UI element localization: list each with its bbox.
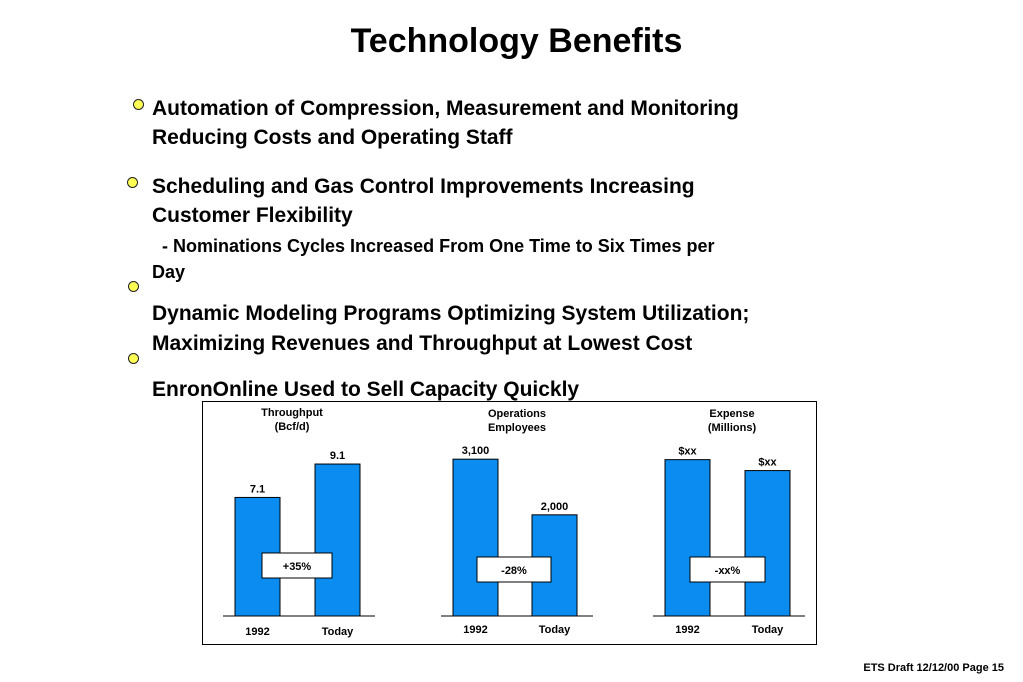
bullet-1-line-1: Automation of Compression, Measurement a… [152,97,739,120]
chart-2-title-line: Employees [488,422,546,434]
chart-3-bar-1992 [664,459,711,617]
bullet-1-line-2: Reducing Costs and Operating Staff [152,126,513,149]
chart-1-title-line: (Bcf/d) [275,421,310,433]
page-footer: ETS Draft 12/12/00 Page 15 [863,662,1004,674]
chart-2-data-label: 2,000 [541,501,569,513]
chart-1-title-line: Throughput [261,407,323,419]
bar-charts-panel: Throughput (Bcf/d) 7.1 1992 9.1 Today +35% Oper… [202,401,817,645]
bullet-2-sub-line-1: - Nominations Cycles Increased From One … [152,236,715,256]
chart-3-category-label: Today [752,624,784,636]
bullet-circle-icon [133,99,144,110]
bullet-circle-icon [127,177,138,188]
page-title: Technology Benefits [350,22,683,60]
chart-2-change-box [476,556,552,583]
chart-1-change-label: +35% [283,561,312,573]
chart-1-category-label: Today [322,626,354,638]
bullet-3-line-2: Maximizing Revenues and Throughput at Lo… [152,332,693,355]
chart-3-title-line: (Millions) [708,422,757,434]
chart-2-category-label: Today [539,624,571,636]
chart-3-change-box [689,556,766,583]
chart-2-data-label: 3,100 [462,445,490,457]
chart-1-category-label: 1992 [245,626,269,638]
bullet-2-line-2: Customer Flexibility [152,204,353,227]
chart-2-title-line: Operations [488,408,546,420]
chart-3-category-label: 1992 [675,624,699,636]
chart-3-title-line: Expense [709,408,754,420]
bullet-circle-icon [128,353,139,364]
bar-charts-svg: Throughput (Bcf/d) 7.1 1992 9.1 Today +35% Oper… [223,407,805,638]
chart-2-bar-1992 [452,458,499,617]
chart-3-bar-today [744,470,791,617]
chart-1-change-box [261,552,333,579]
chart-3-data-label: $xx [758,457,777,469]
chart-2-category-label: 1992 [463,624,487,636]
bullet-2-line-1: Scheduling and Gas Control Improvements … [152,175,695,198]
chart-3-change-label: -xx% [715,565,741,577]
chart-3-data-label: $xx [678,446,697,458]
chart-2-change-label: -28% [501,565,527,577]
bullet-circle-icon [128,281,139,292]
chart-1-data-label: 9.1 [330,450,345,462]
bullet-2-sub-line-2: Day [152,262,186,282]
bullet-3-line-1: Dynamic Modeling Programs Optimizing Sys… [152,302,750,325]
chart-1-data-label: 7.1 [250,483,265,495]
chart-1-bar-today [314,463,361,617]
bullet-4-line-1: EnronOnline Used to Sell Capacity Quickl… [152,378,580,401]
